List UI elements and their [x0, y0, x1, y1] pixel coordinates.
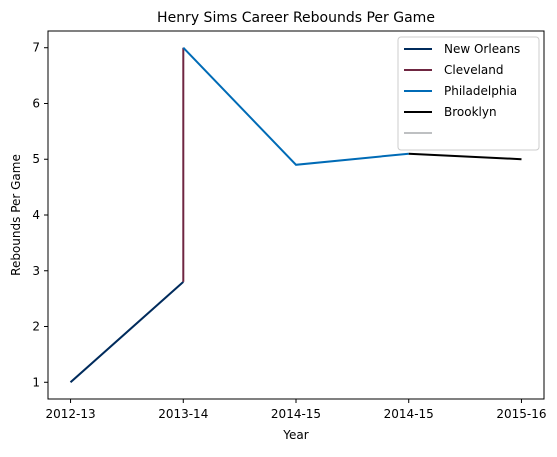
- x-tick-label: 2012-13: [45, 407, 95, 421]
- y-tick-label: 7: [32, 41, 40, 55]
- legend-box: [397, 36, 540, 151]
- series-line-new-orleans: [69, 281, 184, 384]
- y-tick-label: 2: [32, 320, 40, 334]
- series-line-brooklyn: [408, 152, 522, 161]
- series-line-philadelphia: [182, 47, 409, 166]
- legend-label: Philadelphia: [444, 84, 517, 98]
- chart-title: Henry Sims Career Rebounds Per Game: [157, 10, 435, 26]
- legend-label: Cleveland: [444, 63, 504, 77]
- y-tick-label: 3: [32, 264, 40, 278]
- x-tick-label: 2013-14: [158, 407, 208, 421]
- y-axis: 1 2 3 4 5 6 7: [32, 41, 48, 389]
- y-tick-label: 1: [32, 375, 40, 389]
- legend-label: Brooklyn: [444, 105, 497, 119]
- series-lines: [69, 47, 522, 384]
- y-tick-label: 4: [32, 208, 40, 222]
- legend: New Orleans Cleveland Philadelphia Brooklyn: [397, 36, 540, 151]
- y-tick-label: 5: [32, 152, 40, 166]
- x-tick-label: 2015-16: [496, 407, 546, 421]
- x-axis-label: Year: [282, 428, 308, 442]
- x-tick-label: 2014-15: [271, 407, 321, 421]
- legend-label: New Orleans: [444, 42, 520, 56]
- y-tick-label: 6: [32, 96, 40, 110]
- x-tick-label: 2014-15: [384, 407, 434, 421]
- y-axis-label: Rebounds Per Game: [9, 154, 23, 276]
- x-axis: 2012-132013-142014-152014-152015-16Caree…: [45, 399, 547, 421]
